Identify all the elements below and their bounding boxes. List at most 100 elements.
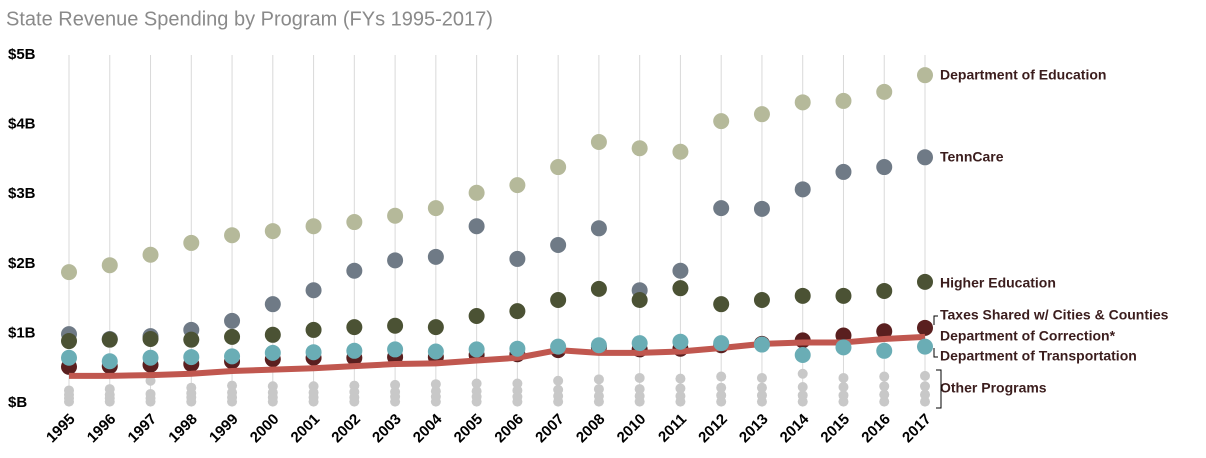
x-tick-label: 2001 [288,411,324,447]
point [264,326,281,343]
point [142,330,159,347]
point [390,386,401,397]
point [346,319,363,336]
point [550,291,567,308]
x-tick-label: 1999 [206,411,242,447]
series-label: Department of Transportation [940,348,1137,364]
point [753,336,770,353]
point [716,390,727,401]
point [876,83,893,100]
point [227,387,238,398]
point [346,342,363,359]
point [672,143,689,160]
point [468,218,485,235]
x-tick-label: 2006 [491,411,527,447]
x-tick-label: 2003 [369,411,405,447]
point [838,390,849,401]
point [427,248,444,265]
point [227,380,238,391]
x-tick-label: 2015 [817,411,853,447]
y-tick-label: $1B [8,324,36,341]
point [267,381,278,392]
point [753,200,770,217]
point [183,349,200,366]
point [593,374,604,385]
x-tick-label: 1996 [84,411,120,447]
point [797,390,808,401]
x-tick-label: 2014 [777,410,813,446]
x-tick-label: 2011 [655,411,690,446]
point [387,317,404,334]
point [264,296,281,313]
point [756,382,767,393]
point [917,149,933,166]
point [917,319,933,336]
x-tick-label: 2010 [614,411,650,447]
point [224,348,241,365]
point [512,385,523,396]
point [753,106,770,123]
point [876,282,893,299]
point [631,291,648,308]
point [305,282,322,299]
point [427,200,444,217]
point [387,341,404,358]
point [756,372,767,383]
x-tick-label: 2007 [532,411,568,447]
point [920,389,930,400]
point [716,382,727,393]
series-label: TennCare [940,149,1004,165]
point [590,134,607,150]
point [838,381,849,392]
point [101,353,118,370]
point [101,257,118,274]
point [593,384,604,395]
point [224,227,241,244]
point [879,381,890,392]
point [550,338,567,355]
leader [933,315,938,325]
point [634,391,645,402]
point [305,218,322,235]
point [550,159,567,176]
point [590,337,607,354]
point [838,372,849,383]
point [631,335,648,352]
point [672,280,689,297]
x-tick-label: 2016 [858,411,894,447]
point [305,344,322,361]
point [593,391,604,402]
point [756,390,767,401]
point [550,237,567,254]
point [920,381,930,392]
x-tick-label: 2012 [695,411,731,447]
point [753,291,770,308]
point [835,287,852,304]
point [264,223,281,240]
point [61,349,77,366]
point [468,341,485,358]
point [794,94,811,111]
point [917,273,933,290]
x-tick-label: 1995 [43,411,79,447]
point [64,385,74,396]
point [590,280,607,297]
point [509,177,526,194]
point [509,250,526,267]
point [835,92,852,109]
point [427,319,444,336]
point [61,264,77,281]
point [427,343,444,360]
x-tick-label: 2013 [736,411,772,447]
point [713,200,730,217]
point [390,379,401,390]
series-label: Higher Education [940,275,1056,291]
series-label: Department of Education [940,67,1106,83]
point [142,246,159,263]
bracket [936,369,942,409]
point [468,184,485,201]
point [104,384,115,395]
point [349,380,360,391]
point [713,296,730,313]
point [186,382,197,393]
